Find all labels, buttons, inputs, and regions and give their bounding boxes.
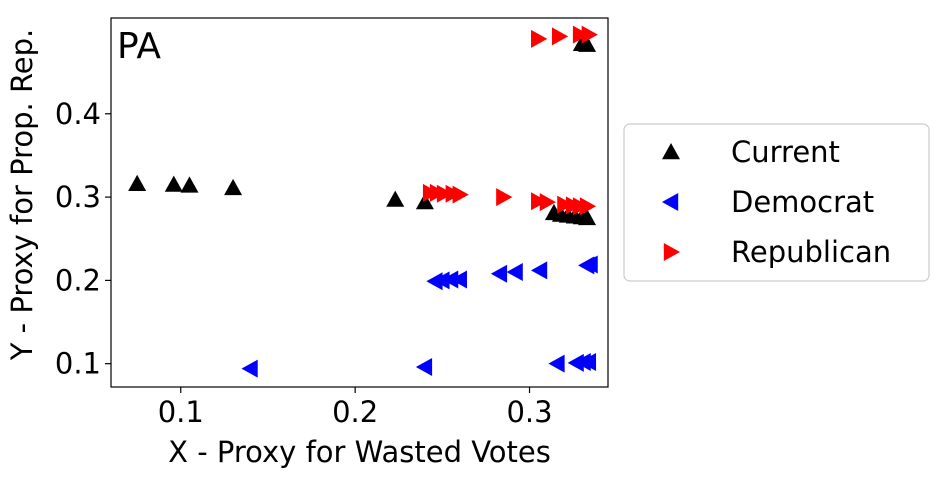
y-tick-label: 0.2 [55,263,101,297]
republican-point [496,188,513,207]
series-republican [422,25,598,216]
republican-point [531,29,548,48]
current-point [224,178,243,196]
democrat-point [579,353,597,372]
legend: Current Democrat Republican [623,123,930,282]
republican-point [436,184,454,203]
democrat-point [415,358,433,377]
legend-box [623,123,930,282]
current-point [128,174,147,191]
republican-point [551,27,569,46]
current-point [578,208,597,226]
current-point [415,193,434,210]
democrat-point [241,359,258,378]
democrat-point [548,354,565,373]
republican-point [579,197,597,216]
current-point [386,190,405,207]
republican-point [572,25,590,44]
legend-label-republican: Republican [731,235,891,269]
republican-point [531,192,548,211]
legend-label-current: Current [731,135,840,169]
democrat-point [426,272,443,291]
y-axis-title: Y - Proxy for Prop. Rep. [5,29,39,362]
democrat-point [433,271,450,290]
republican-point [581,25,598,44]
democrat-point [490,264,508,283]
axis-ticks: 0.1 0.2 0.3 0.1 0.2 0.3 0.4 [55,97,553,429]
x-tick-label: 0.3 [506,395,552,429]
legend-marker-republican [663,243,680,261]
y-tick-label: 0.4 [55,97,101,131]
democrat-point [442,270,459,289]
current-point [578,35,597,52]
y-tick-label: 0.3 [55,180,101,214]
plot-frame [110,17,609,388]
republican-point [539,193,556,212]
democrat-point [450,270,467,289]
x-tick-label: 0.2 [332,395,378,429]
democrat-point [567,353,584,372]
x-axis-title: X - Proxy for Wasted Votes [168,435,551,469]
data-marks [128,25,598,378]
democrat-point [581,255,598,274]
democrat-point [506,263,523,282]
legend-marker-current [662,143,680,160]
x-tick-label: 0.1 [158,395,204,429]
legend-marker-democrat [662,193,679,211]
current-point [180,176,199,193]
republican-point [452,185,469,204]
republican-point [557,195,574,214]
panel-label: PA [117,26,161,67]
legend-label-democrat: Democrat [731,185,874,219]
current-point [164,175,183,192]
y-tick-label: 0.1 [55,347,101,381]
democrat-point [530,261,548,280]
series-current [128,34,597,226]
series-democrat [241,255,598,378]
